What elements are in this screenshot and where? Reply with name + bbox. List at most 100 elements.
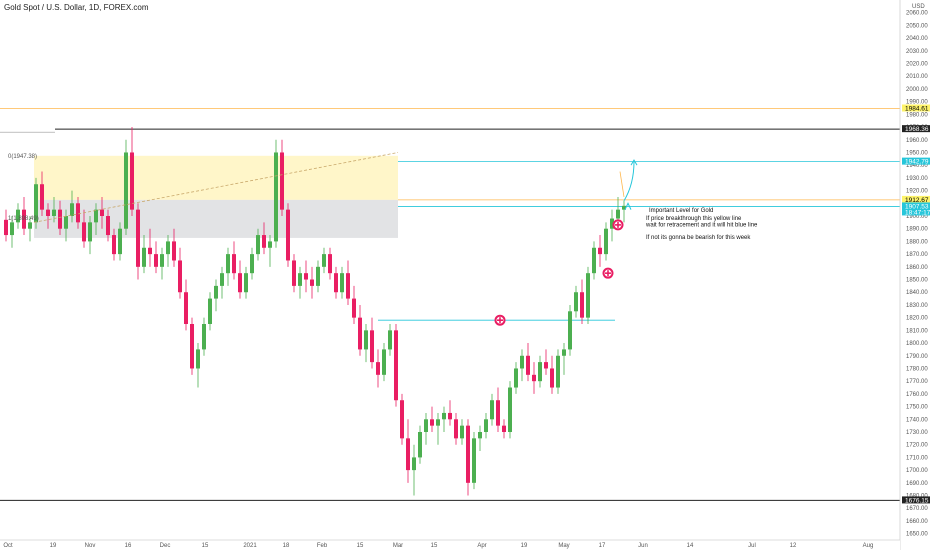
candle-body xyxy=(430,419,434,426)
candle-body xyxy=(454,419,458,439)
candle-body xyxy=(226,254,230,274)
price-tick-label: 2000.00 xyxy=(906,87,928,93)
candle-body xyxy=(94,209,98,223)
candle-body xyxy=(334,273,338,293)
candle xyxy=(106,209,110,242)
candle xyxy=(478,425,482,452)
time-tick-label: Mar xyxy=(393,543,403,549)
time-tick-label: 17 xyxy=(599,543,606,549)
candle xyxy=(346,260,350,305)
candle xyxy=(76,196,80,229)
candle xyxy=(448,400,452,426)
candle-body xyxy=(136,209,140,267)
price-tick-label: 1700.00 xyxy=(906,468,928,474)
candle xyxy=(250,247,254,280)
price-badge-label: 1968.36 xyxy=(905,126,929,133)
candle xyxy=(256,228,260,261)
candle xyxy=(556,349,560,394)
candle xyxy=(496,387,500,432)
price-tick-label: 1900.00 xyxy=(906,214,928,220)
price-tick-label: 1840.00 xyxy=(906,290,928,296)
price-tick-label: 1880.00 xyxy=(906,239,928,245)
candle xyxy=(400,393,404,445)
candle-body xyxy=(388,330,392,350)
time-tick-label: 2021 xyxy=(243,543,257,549)
time-tick-label: 19 xyxy=(50,543,57,549)
candle xyxy=(136,203,140,280)
price-tick-label: 1790.00 xyxy=(906,354,928,360)
candle-body xyxy=(580,292,584,318)
price-badge-label: 1984.61 xyxy=(905,105,929,112)
price-badge-label: 1907.53 xyxy=(905,203,929,210)
candle-body xyxy=(466,425,470,483)
candle-body xyxy=(142,247,146,267)
price-tick-label: 1920.00 xyxy=(906,189,928,195)
candle-body xyxy=(118,228,122,255)
candle xyxy=(388,324,392,356)
price-tick-label: 1710.00 xyxy=(906,455,928,461)
zones-layer xyxy=(34,155,398,238)
candle xyxy=(82,209,86,248)
candle xyxy=(160,247,164,280)
time-tick-label: Jun xyxy=(638,543,648,549)
candle-body xyxy=(268,241,272,248)
candle xyxy=(28,216,32,242)
price-tick-label: 1820.00 xyxy=(906,316,928,322)
price-tick-label: 1890.00 xyxy=(906,227,928,233)
candle-body xyxy=(442,412,446,420)
candle-body xyxy=(190,324,194,369)
candle-body xyxy=(184,292,188,324)
candle xyxy=(490,393,494,426)
candle xyxy=(310,266,314,299)
price-tick-label: 1870.00 xyxy=(906,252,928,258)
chart-title: Gold Spot / U.S. Dollar, 1D, FOREX.com xyxy=(4,3,149,12)
candle-body xyxy=(172,241,176,261)
price-badge-label: 1942.79 xyxy=(905,159,929,166)
price-tick-label: 1690.00 xyxy=(906,481,928,487)
price-tick-label: 1760.00 xyxy=(906,392,928,398)
price-badge-label: 1912.67 xyxy=(905,197,929,204)
price-badge-label: 1676.15 xyxy=(905,497,929,504)
candle xyxy=(394,324,398,407)
candle-body xyxy=(382,349,386,375)
candle xyxy=(10,216,14,248)
time-tick-label: 18 xyxy=(283,543,290,549)
price-tick-label: 1960.00 xyxy=(906,138,928,144)
price-tick-label: 1830.00 xyxy=(906,303,928,309)
candle-body xyxy=(34,184,38,223)
candle-body xyxy=(394,330,398,401)
price-tick-label: 1940.00 xyxy=(906,163,928,169)
candle-body xyxy=(592,247,596,274)
candle-body xyxy=(286,209,290,261)
candle-body xyxy=(502,425,506,432)
candle-body xyxy=(52,209,56,216)
candle xyxy=(568,304,572,356)
candle-body xyxy=(274,152,278,242)
time-tick-label: 15 xyxy=(357,543,364,549)
candle-body xyxy=(472,438,476,483)
fib-level-label: 0(1947.38) xyxy=(8,154,37,160)
candle-body xyxy=(586,273,590,318)
candle xyxy=(112,228,116,261)
price-tick-label: 1740.00 xyxy=(906,417,928,423)
candle xyxy=(286,203,290,267)
candle xyxy=(166,235,170,267)
arrow-head-icon xyxy=(630,159,638,166)
candle-body xyxy=(616,209,620,219)
candles-layer xyxy=(4,127,626,496)
time-tick-label: 15 xyxy=(202,543,209,549)
candle xyxy=(244,266,248,299)
price-tick-label: 2040.00 xyxy=(906,36,928,42)
price-axis[interactable]: 1650.001660.001670.001680.001690.001700.… xyxy=(899,0,932,550)
overlay-layer: 1(1,898.49) 0(1947.38) Important Level for… xyxy=(8,152,758,326)
candle-body xyxy=(508,387,512,432)
candle-body xyxy=(316,266,320,286)
price-badge: 1676.15 xyxy=(902,496,930,504)
candle xyxy=(472,432,476,490)
time-axis[interactable]: Oct 19 Nov 16 Dec 15 2021 18 Feb 15 Mar 15 Apr 19 May 1… xyxy=(0,539,900,550)
candle-body xyxy=(58,209,62,229)
candle xyxy=(274,139,278,248)
candle xyxy=(334,266,338,299)
time-tick-label: Oct xyxy=(3,543,13,549)
